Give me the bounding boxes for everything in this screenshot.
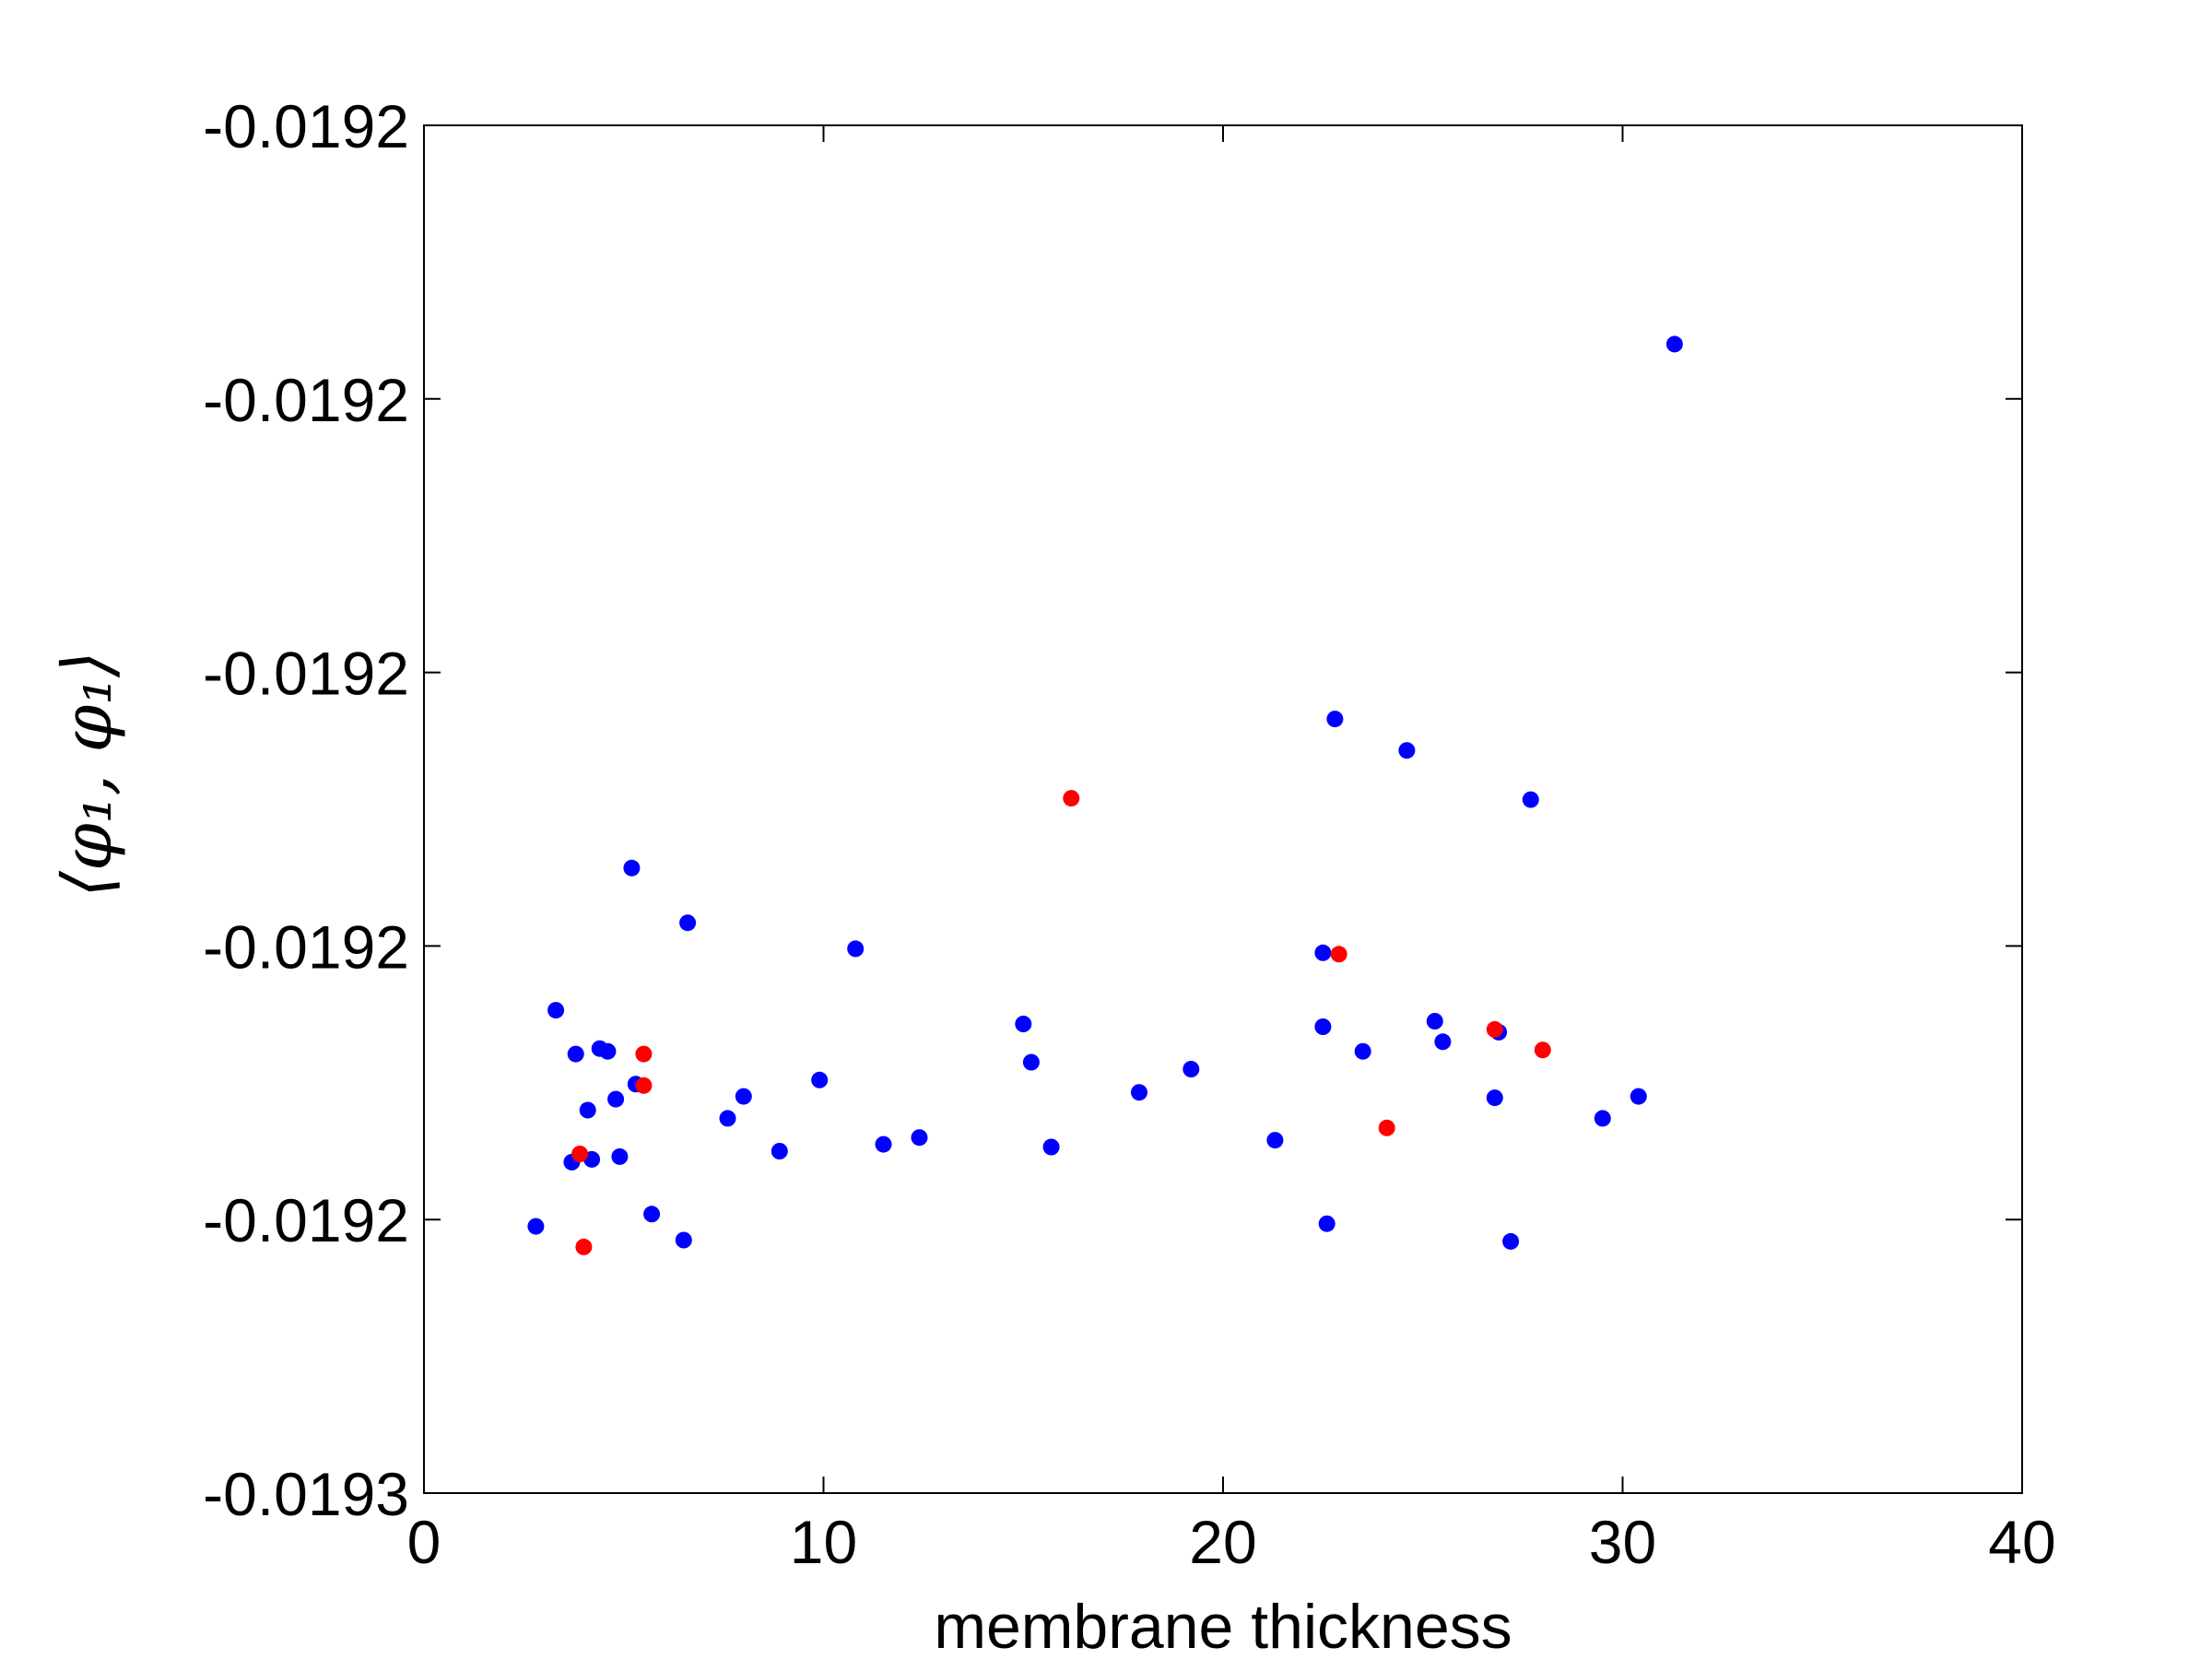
blue-data-point <box>623 859 641 877</box>
blue-data-point <box>675 1231 692 1249</box>
blue-data-point <box>579 1101 596 1119</box>
blue-data-point <box>1665 335 1683 353</box>
blue-data-point <box>1630 1088 1647 1105</box>
blue-data-point <box>911 1129 928 1147</box>
red-data-point <box>1534 1041 1551 1059</box>
axis-ticks <box>423 124 2023 1494</box>
x-tick-label: 40 <box>1988 1508 2055 1576</box>
blue-data-point <box>847 940 865 958</box>
y-tick-labels: -0.0193 -0.0192 -0.0192 -0.0192 -0.0192 -0.01… <box>203 92 409 1528</box>
red-data-point <box>1330 946 1347 963</box>
y-tick-label: -0.0193 <box>203 1460 409 1528</box>
blue-data-point <box>1314 1018 1332 1035</box>
y-tick-label: -0.0192 <box>203 1186 409 1254</box>
plot-area <box>423 124 2023 1494</box>
blue-data-point <box>527 1218 545 1235</box>
y-tick-label: -0.0192 <box>203 912 409 981</box>
y-tick-label: -0.0192 <box>203 92 409 160</box>
blue-data-point <box>567 1045 584 1063</box>
blue-data-point <box>1594 1110 1611 1127</box>
blue-data-point <box>719 1110 736 1127</box>
x-tick-labels: 0 10 20 30 40 <box>407 1508 2056 1576</box>
blue-data-point <box>547 1002 565 1019</box>
blue-data-point <box>1434 1033 1452 1051</box>
x-tick-label: 30 <box>1589 1508 1656 1576</box>
blue-data-point <box>1022 1053 1040 1071</box>
blue-data-point <box>643 1206 661 1223</box>
blue-data-point <box>611 1147 629 1165</box>
y-tick-label: -0.0192 <box>203 366 409 434</box>
x-tick-label: 20 <box>1189 1508 1256 1576</box>
blue-data-point <box>1522 791 1539 808</box>
red-data-point <box>635 1077 653 1094</box>
red-data-point <box>571 1146 589 1162</box>
blue-data-point <box>875 1135 892 1153</box>
x-tick-label: 0 <box>407 1508 441 1576</box>
blue-data-point <box>679 914 697 932</box>
blue-data-point <box>735 1088 752 1105</box>
blue-data-point <box>771 1143 788 1159</box>
blue-data-point <box>1182 1061 1200 1077</box>
red-data-point <box>1063 790 1080 807</box>
blue-data-point <box>1354 1042 1371 1060</box>
blue-data-point <box>1486 1089 1503 1107</box>
y-axis-title: ⟨φ₁, φ₁⟩ <box>48 651 127 898</box>
blue-data-point <box>1015 1016 1032 1032</box>
blue-data-point <box>1398 742 1416 759</box>
blue-data-point <box>1326 711 1344 728</box>
blue-data-point <box>811 1071 829 1088</box>
blue-data-point <box>1266 1132 1284 1149</box>
data-points <box>527 335 1683 1255</box>
blue-data-point <box>1318 1215 1335 1232</box>
blue-data-point <box>1426 1013 1443 1030</box>
blue-data-point <box>1502 1232 1520 1250</box>
blue-data-point <box>1131 1084 1147 1101</box>
x-tick-label: 10 <box>790 1508 857 1576</box>
red-data-point <box>1486 1020 1503 1038</box>
x-axis-title: membrane thickness <box>934 1592 1512 1659</box>
red-data-point <box>1378 1119 1395 1136</box>
red-data-point <box>575 1238 593 1255</box>
blue-data-point <box>1314 944 1332 961</box>
blue-data-point <box>599 1042 617 1060</box>
y-tick-label: -0.0192 <box>203 640 409 708</box>
red-data-point <box>635 1045 653 1063</box>
blue-data-point <box>1042 1138 1060 1156</box>
blue-data-point <box>607 1090 625 1108</box>
